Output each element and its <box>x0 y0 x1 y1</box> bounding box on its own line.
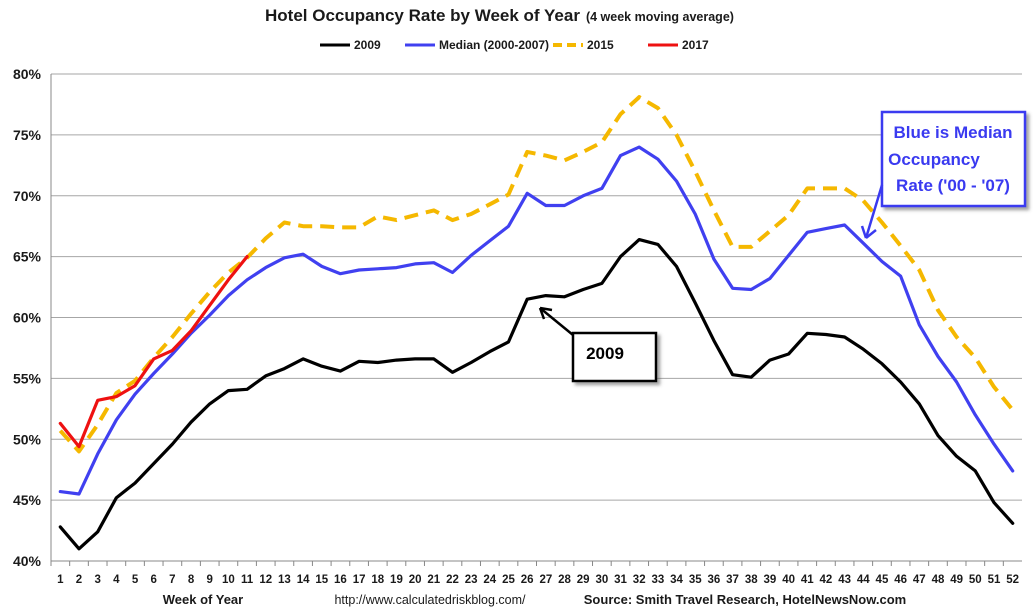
x-tick-label: 12 <box>259 574 272 586</box>
x-tick-label: 18 <box>371 574 384 586</box>
series-line-median-2000-2007 <box>58 145 1015 496</box>
median-callout-box <box>880 110 1027 208</box>
source-url: http://www.calculatedriskblog.com/ <box>334 593 526 607</box>
chart-title: Hotel Occupancy Rate by Week of Year (4 w… <box>265 6 734 25</box>
x-tick-label: 40 <box>782 574 795 586</box>
y-tick-label: 50% <box>13 431 42 447</box>
x-tick-label: 21 <box>427 574 440 586</box>
legend-label: 2015 <box>587 38 614 52</box>
median-callout-line-1: Blue is Median <box>893 123 1012 142</box>
x-tick-label: 19 <box>390 574 403 586</box>
x-tick-label: 34 <box>670 574 683 586</box>
x-tick-label: 52 <box>1006 574 1019 586</box>
x-tick-label: 26 <box>521 574 534 586</box>
x-tick-label: 25 <box>502 574 515 586</box>
x-tick-label: 24 <box>483 574 496 586</box>
gridlines <box>50 73 1022 562</box>
legend-label: Median (2000-2007) <box>439 38 549 52</box>
x-tick-label: 11 <box>241 574 254 586</box>
x-tick-label: 7 <box>169 574 175 586</box>
x-tick-label: 37 <box>726 574 739 586</box>
x-tick-label: 39 <box>764 574 777 586</box>
x-tick-label: 3 <box>94 574 100 586</box>
x-tick-label: 48 <box>932 574 945 586</box>
x-tick-label: 30 <box>595 574 608 586</box>
x-tick-label: 20 <box>409 574 422 586</box>
x-tick-label: 35 <box>689 574 702 586</box>
x-tick-label: 32 <box>633 574 646 586</box>
callout-2009: 2009 <box>538 306 658 383</box>
y-tick-label: 70% <box>13 188 42 204</box>
x-tick-label: 14 <box>297 574 310 586</box>
median-callout-arrow <box>864 184 884 239</box>
x-tick-label: 38 <box>745 574 758 586</box>
x-tick-label: 50 <box>969 574 982 586</box>
median-callout-line-3: Rate ('00 - '07) <box>896 176 1010 195</box>
y-tick-label: 55% <box>13 370 42 386</box>
x-tick-label: 42 <box>820 574 833 586</box>
x-tick-label: 9 <box>207 574 213 586</box>
callout-2009-arrowhead <box>538 306 553 320</box>
median-callout-line-2: Occupancy <box>888 150 980 169</box>
x-tick-label: 22 <box>446 574 459 586</box>
y-tick-label: 75% <box>13 127 42 143</box>
series-lines <box>58 95 1015 551</box>
x-tick-label: 43 <box>838 574 851 586</box>
y-axis-ticks: 40% 45% 50% 55% 60% 65% 70% 75% 80% <box>13 66 42 569</box>
x-tick-label: 46 <box>894 574 907 586</box>
legend: 2009 Median (2000-2007) 2015 2017 <box>320 38 709 52</box>
x-tick-label: 36 <box>707 574 720 586</box>
y-tick-label: 45% <box>13 492 42 508</box>
y-tick-label: 80% <box>13 66 42 82</box>
x-tick-label: 49 <box>950 574 963 586</box>
callout-2009-box <box>571 331 658 383</box>
legend-label: 2009 <box>354 38 381 52</box>
x-tick-label: 2 <box>76 574 82 586</box>
x-tick-label: 33 <box>651 574 664 586</box>
x-tick-label: 5 <box>132 574 139 586</box>
x-tick-label: 4 <box>113 574 120 586</box>
x-tick-label: 41 <box>801 574 814 586</box>
series-line-2009 <box>58 238 1015 551</box>
series-line-2017 <box>58 255 249 449</box>
x-tick-label: 13 <box>278 574 291 586</box>
x-tick-label: 31 <box>614 574 627 586</box>
x-axis-label: Week of Year <box>163 592 243 607</box>
x-tick-label: 15 <box>315 574 328 586</box>
y-tick-label: 65% <box>13 249 42 265</box>
x-tick-label: 27 <box>539 574 552 586</box>
x-tick-label: 17 <box>353 574 366 586</box>
x-axis-ticks: 1 2 3 4 5 6 7 8 9 10 11 12 13 14 15 16 17 18 19 20 21 22 23 24 2… <box>50 561 1019 586</box>
x-tick-label: 8 <box>188 574 195 586</box>
series-line-2015 <box>58 95 1015 454</box>
x-tick-label: 47 <box>913 574 926 586</box>
x-tick-label: 29 <box>577 574 590 586</box>
x-tick-label: 44 <box>857 574 870 586</box>
median-callout-arrowhead <box>860 225 877 239</box>
x-tick-label: 28 <box>558 574 571 586</box>
x-tick-label: 1 <box>57 574 64 586</box>
median-callout: Blue is Median Occupancy Rate ('00 - '07… <box>860 110 1027 239</box>
chart-subtitle: (4 week moving average) <box>586 10 734 24</box>
x-tick-label: 23 <box>465 574 478 586</box>
x-tick-label: 6 <box>150 574 156 586</box>
y-tick-label: 60% <box>13 310 42 326</box>
callout-2009-label: 2009 <box>586 344 624 363</box>
y-tick-label: 40% <box>13 553 42 569</box>
x-tick-label: 10 <box>222 574 235 586</box>
x-tick-label: 51 <box>988 574 1001 586</box>
x-tick-label: 45 <box>876 574 889 586</box>
source-credit: Source: Smith Travel Research, HotelNews… <box>584 592 906 607</box>
callout-2009-arrow <box>539 307 574 336</box>
chart-title-main: Hotel Occupancy Rate by Week of Year <box>265 6 580 25</box>
legend-label: 2017 <box>682 38 709 52</box>
x-tick-label: 16 <box>334 574 347 586</box>
